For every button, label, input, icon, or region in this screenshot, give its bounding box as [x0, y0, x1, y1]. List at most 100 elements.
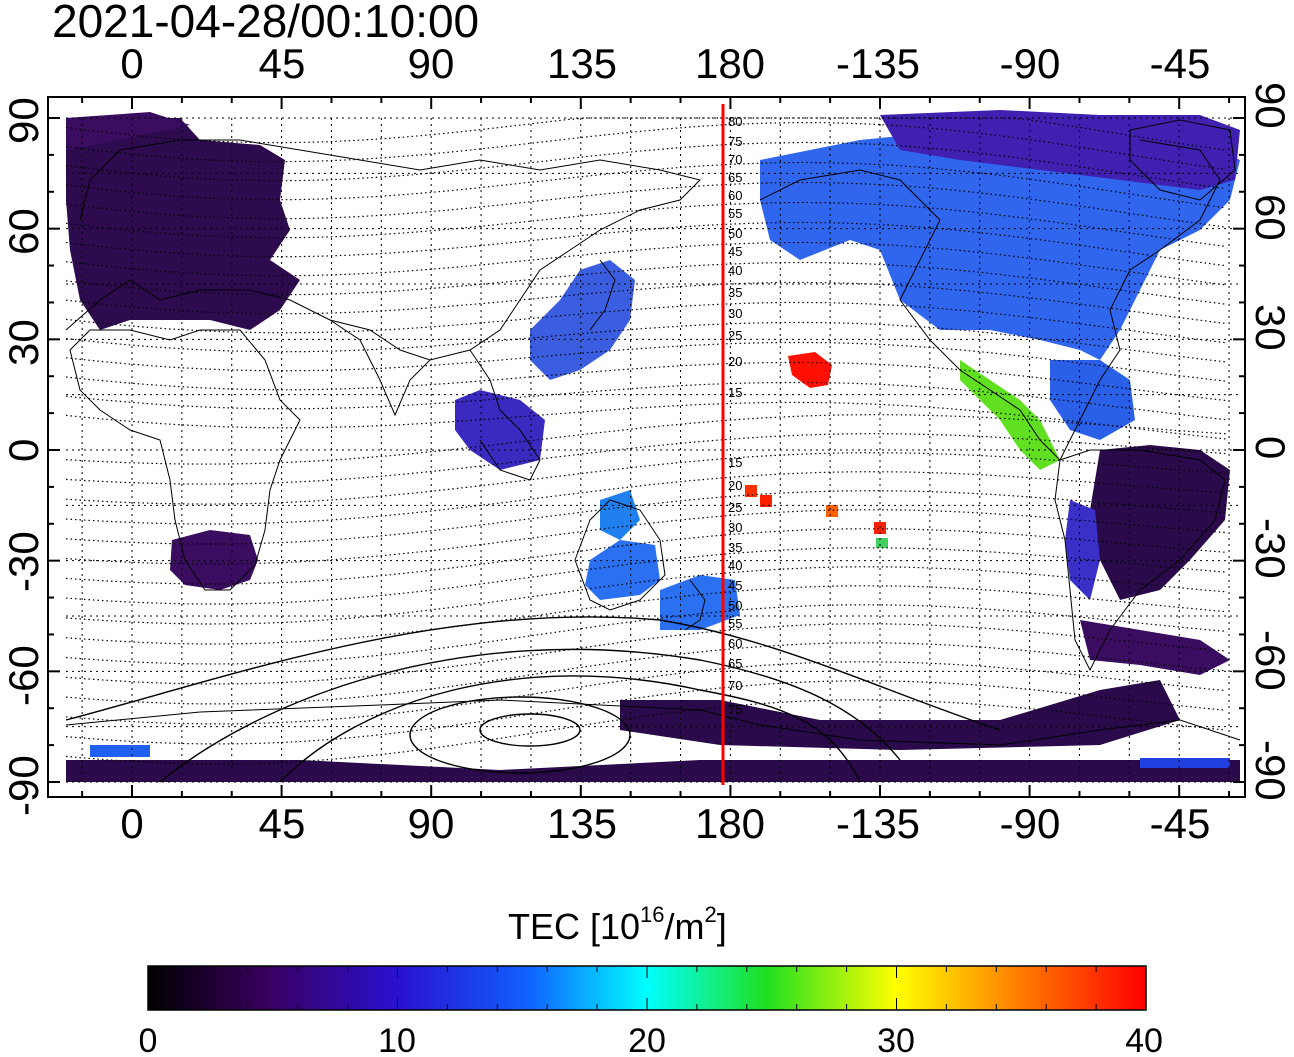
tec-region-hawaii [788, 352, 832, 388]
colorbar-title-exp: 16 [640, 902, 665, 927]
y-tick-right: -60 [1247, 630, 1294, 691]
tec-cell [745, 485, 757, 497]
tec-region-australia [585, 540, 660, 600]
magnetic-latitude-contour [65, 414, 1227, 465]
tec-data-layer [66, 110, 1240, 782]
coast-south-america [1054, 449, 1226, 672]
contour-label: 35 [728, 540, 742, 555]
tec-region-africa-south [170, 530, 258, 590]
contour-label: 20 [728, 478, 742, 493]
axis-ticks [48, 97, 1245, 797]
x-tick-bottom: -45 [1149, 800, 1211, 847]
contour-label: 60 [728, 636, 742, 651]
y-tick-right: -30 [1247, 518, 1294, 579]
y-tick-left: -90 [0, 755, 47, 816]
coast-eurasia [65, 139, 701, 361]
graticule [66, 117, 1240, 783]
magnetic-latitude-contour [65, 201, 1227, 248]
magnetic-latitude-contour [65, 241, 1227, 286]
colorbar-label: 20 [628, 1022, 666, 1057]
tec-region-antarctica [66, 760, 1240, 782]
colorbar-title-unit: /m [664, 906, 705, 947]
tec-region-south-america [1090, 445, 1230, 600]
colorbar-label: 0 [138, 1022, 158, 1057]
magnetic-latitude-contour [65, 642, 1227, 705]
x-tick-bottom: 180 [694, 800, 766, 847]
polar-contour [409, 696, 631, 774]
y-tick-left: 60 [0, 208, 47, 255]
contour-label: 65 [728, 656, 742, 671]
colorbar-title: TEC [1016/m2] [508, 902, 727, 948]
contour-label: 60 [728, 188, 742, 203]
x-tick-bottom: -135 [835, 800, 921, 847]
polar-oval-contours [65, 616, 1001, 783]
magnetic-latitude-contour [65, 161, 1227, 209]
contour-label: 30 [728, 520, 742, 535]
x-tick-top: 45 [258, 40, 306, 87]
magnetic-latitude-contour [65, 699, 1227, 765]
x-tick-top: 90 [407, 40, 455, 87]
tec-region-sa-west [1065, 500, 1100, 600]
contour-label: 30 [728, 306, 742, 321]
contour-label: 40 [728, 558, 742, 573]
tec-region-caribbean [1050, 360, 1135, 440]
magnetic-latitude-contour [65, 433, 1227, 485]
map-title: 2021-04-28/00:10:00 [52, 0, 480, 47]
tec-region-central-america [960, 360, 1060, 470]
x-tick-top: 135 [546, 40, 618, 87]
x-tick-top: -90 [999, 40, 1061, 87]
magnetic-latitude-contour [65, 141, 1227, 190]
polar-contour [479, 713, 581, 747]
y-tick-right: 60 [1247, 194, 1294, 241]
tec-region-antarctic-west [620, 680, 1180, 750]
colorbar-label: 40 [1125, 1022, 1163, 1057]
contour-label: 80 [728, 114, 742, 129]
x-tick-bottom: 90 [407, 800, 455, 847]
magnetic-latitude-contour [65, 566, 1227, 625]
y-tick-left: -30 [0, 531, 47, 592]
coast-australia [574, 499, 666, 611]
magnetic-latitude-contour [65, 585, 1227, 645]
contour-label: 15 [728, 385, 742, 400]
y-tick-left: 90 [0, 97, 47, 144]
coast-nz [684, 579, 706, 631]
coast-japan [589, 259, 616, 331]
contour-label: 75 [728, 134, 742, 149]
contour-label: 55 [728, 206, 742, 221]
y-tick-right: 90 [1247, 82, 1294, 129]
colorbar-ticks [147, 966, 1147, 1010]
contour-label: 40 [728, 263, 742, 278]
coastlines [65, 119, 1241, 746]
contour-label: 65 [728, 170, 742, 185]
contour-label: 50 [728, 226, 742, 241]
polar-contour [159, 648, 901, 783]
contour-label: 45 [728, 244, 742, 259]
x-tick-top: -45 [1149, 40, 1211, 87]
magnetic-latitude-contour [65, 381, 1227, 421]
y-tick-right: 0 [1247, 436, 1294, 460]
tec-cell [826, 505, 838, 517]
polar-contour [279, 675, 861, 783]
y-tick-left: 0 [0, 438, 47, 462]
contour-labels: 80 75 70 65 60 55 50 45 40 35 30 25 20 15 15 20 25 30 35 40… [728, 114, 742, 717]
magnetic-contours [65, 117, 1227, 765]
magnetic-latitude-contour [65, 301, 1227, 344]
x-tick-bottom: 0 [120, 800, 144, 847]
x-tick-bottom: 135 [546, 800, 618, 847]
x-tick-bottom: 45 [258, 800, 306, 847]
magnetic-latitude-contour [65, 361, 1227, 402]
tec-cell [760, 495, 772, 507]
coast-se-asia [469, 349, 541, 481]
tec-region-east-asia [530, 260, 635, 380]
coast-north-america [759, 139, 1221, 461]
magnetic-latitude-contour [65, 661, 1227, 725]
y-tick-left: 30 [0, 319, 47, 366]
colorbar-title-unit-exp: 2 [704, 902, 717, 927]
x-tick-top: 180 [694, 40, 766, 87]
x-tick-top: -135 [835, 40, 921, 87]
coast-antarctica [65, 699, 1241, 746]
tec-region-arctic-eu [66, 112, 190, 150]
contour-label: 50 [728, 598, 742, 613]
